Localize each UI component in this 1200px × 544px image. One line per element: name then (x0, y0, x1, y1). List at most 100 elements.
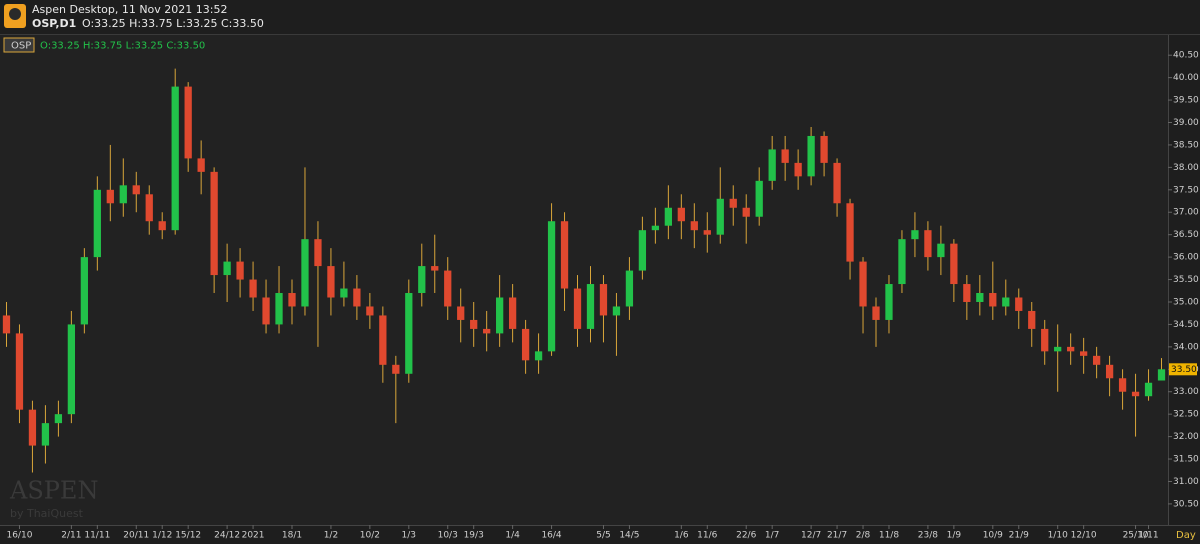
y-tick-label: 32.50 (1173, 410, 1199, 420)
x-tick-label: 10/3 (438, 531, 458, 541)
candle-body (690, 221, 698, 231)
y-tick-label: 37.50 (1173, 185, 1199, 195)
candle-body (950, 243, 958, 285)
candle-body (301, 239, 309, 307)
candle-body (418, 266, 426, 294)
x-tick-label: 2/11 (61, 531, 81, 541)
candle-body (1105, 364, 1114, 379)
x-tick-label: 16/4 (541, 531, 561, 541)
candle-body (1002, 297, 1010, 307)
y-tick-label: 39.00 (1173, 118, 1199, 128)
x-unit-label: Day (1176, 530, 1196, 541)
candle-body (366, 306, 374, 316)
y-tick-label: 30.50 (1173, 499, 1199, 509)
x-tick-label: 2/8 (856, 531, 871, 541)
x-tick-label: 1/6 (674, 531, 689, 541)
candle-body (742, 207, 750, 217)
x-tick-label: 5/5 (596, 531, 610, 541)
candle-body (470, 319, 478, 329)
legend-ohlc: O:33.25 H:33.75 L:33.25 C:33.50 (40, 41, 205, 52)
x-tick-label: 2021 (242, 531, 265, 541)
x-tick-label: 11/6 (697, 531, 717, 541)
y-tick-label: 38.50 (1173, 140, 1199, 150)
candle-body (807, 135, 815, 177)
candle-body (534, 351, 543, 361)
y-tick-label: 40.00 (1173, 73, 1199, 83)
candle-body (1092, 355, 1101, 365)
candle-body (1080, 351, 1088, 356)
x-tick-label: 1/2 (324, 531, 338, 541)
x-tick-label: 1/10 (1048, 531, 1068, 541)
candle-body (937, 243, 945, 258)
candle-body (768, 149, 776, 181)
candle-body (625, 270, 634, 307)
candle-body (171, 86, 179, 231)
watermark-sub: by ThaiQuest (10, 507, 84, 520)
candle-body (859, 261, 867, 307)
candle-body (2, 315, 11, 334)
candle-body (444, 270, 452, 307)
candle-body (703, 230, 711, 235)
candle-body (158, 221, 166, 231)
candle-body (729, 198, 737, 208)
candle-body (54, 414, 63, 424)
candle-body (1054, 346, 1062, 352)
candle-body (833, 162, 841, 204)
candle-body (405, 293, 413, 374)
symbol-title: OSP,D1 (32, 17, 76, 30)
x-tick-label: 21/9 (1009, 531, 1029, 541)
x-tick-label: 11/11 (84, 531, 110, 541)
candle-body (1028, 310, 1036, 329)
y-tick-label: 40.50 (1173, 51, 1199, 61)
candle-body (483, 328, 491, 334)
candle-body (664, 207, 672, 226)
candle-body (573, 288, 582, 329)
candle-body (223, 261, 231, 276)
x-tick-label: 14/5 (619, 531, 639, 541)
y-tick-label: 36.00 (1173, 253, 1199, 263)
candle-body (119, 185, 127, 204)
y-tick-label: 33.00 (1173, 387, 1199, 397)
candle-body (963, 284, 971, 302)
y-tick-label: 36.50 (1173, 230, 1199, 240)
candle-body (93, 189, 101, 258)
candle-body (1041, 328, 1049, 352)
x-tick-label: 22/6 (736, 531, 756, 541)
y-tick-label: 34.50 (1173, 320, 1199, 330)
candle-body (755, 180, 763, 217)
x-tick-label: 25/10 (1123, 531, 1149, 541)
candle-body (262, 297, 270, 325)
x-tick-label: 12/10 (1071, 531, 1097, 541)
candle-body (612, 306, 621, 316)
candle-body (872, 306, 880, 320)
app-logo (4, 4, 26, 28)
y-tick-label: 37.00 (1173, 208, 1199, 218)
x-tick-label: 1/9 (947, 531, 962, 541)
y-tick-label: 35.00 (1173, 297, 1199, 307)
candle-body (911, 230, 919, 240)
candle-body (15, 333, 24, 410)
x-tick-label: 20/11 (123, 531, 149, 541)
candle-body (1131, 391, 1140, 397)
candle-body (41, 423, 50, 446)
candle-body (820, 135, 828, 163)
candle-body (651, 225, 660, 231)
candle-body (249, 279, 257, 298)
candle-body (1157, 369, 1166, 381)
x-tick-label: 21/7 (827, 531, 847, 541)
app-title: Aspen Desktop, 11 Nov 2021 13:52 (32, 3, 227, 16)
candle-body (379, 315, 387, 365)
candle-body (28, 409, 37, 446)
candle-body (976, 293, 984, 302)
x-tick-label: 15/12 (175, 531, 201, 541)
x-tick-label: 11/8 (879, 531, 899, 541)
x-tick-label: 23/8 (918, 531, 938, 541)
candle-body (508, 297, 517, 329)
y-tick-label: 32.00 (1173, 432, 1199, 442)
x-tick-label: 1/4 (505, 531, 520, 541)
candle-body (846, 203, 854, 262)
x-tick-label: 19/3 (464, 531, 484, 541)
candle-body (794, 162, 802, 177)
